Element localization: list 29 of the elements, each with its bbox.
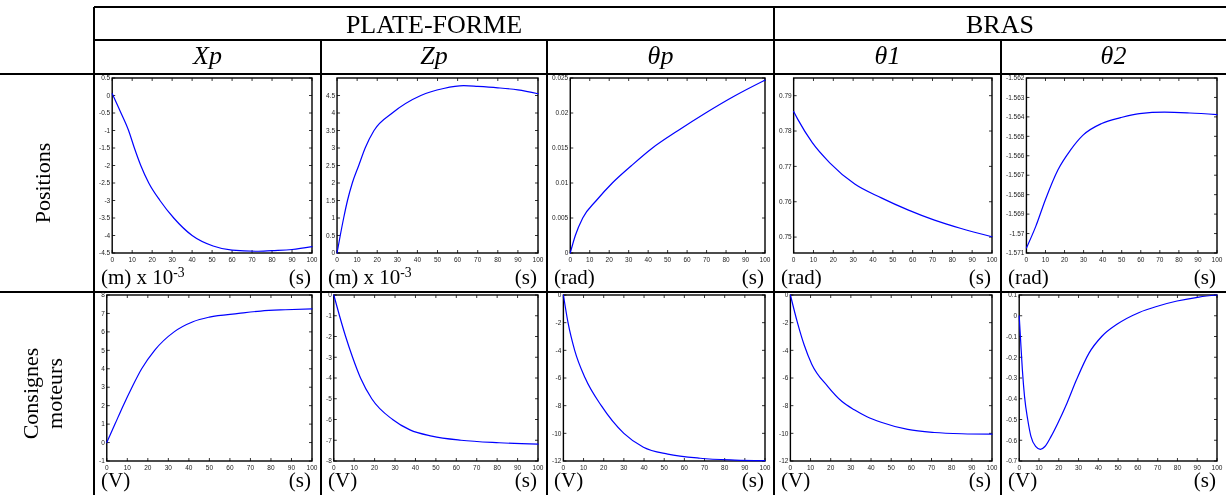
- chart-title: Xp: [192, 41, 222, 70]
- line-series: [336, 85, 539, 254]
- line-series: [333, 294, 539, 445]
- x-axis-title: (s): [968, 265, 991, 289]
- line-series: [793, 110, 993, 238]
- text: Consignes moteurs: [18, 347, 67, 440]
- text: Positions: [30, 142, 55, 224]
- chart-title: Zp: [420, 41, 448, 70]
- line-series: [562, 294, 766, 462]
- chart-title: θ2: [1100, 41, 1127, 70]
- x-axis-title: (s): [741, 265, 764, 289]
- line-series: [106, 308, 313, 444]
- text: PLATE-FORME: [345, 10, 523, 39]
- line-series: [569, 79, 766, 254]
- text: BRAS: [966, 10, 1034, 39]
- text: (m) x 10$^{-3}$: [101, 264, 185, 289]
- line-series: [789, 294, 993, 435]
- line-series: [1018, 294, 1218, 450]
- text: (rad): [1008, 265, 1049, 289]
- chart-title: θp: [647, 41, 674, 70]
- text: (m) x 10$^{-3}$: [328, 264, 412, 289]
- text: (rad): [781, 265, 822, 289]
- x-axis-title: (s): [514, 265, 537, 289]
- x-axis-title: (s): [1193, 265, 1216, 289]
- text: (rad): [554, 265, 595, 289]
- line-series: [1025, 111, 1218, 249]
- line-series: [111, 93, 313, 252]
- chart-title: θ1: [874, 41, 901, 70]
- x-axis-title: (s): [288, 265, 311, 289]
